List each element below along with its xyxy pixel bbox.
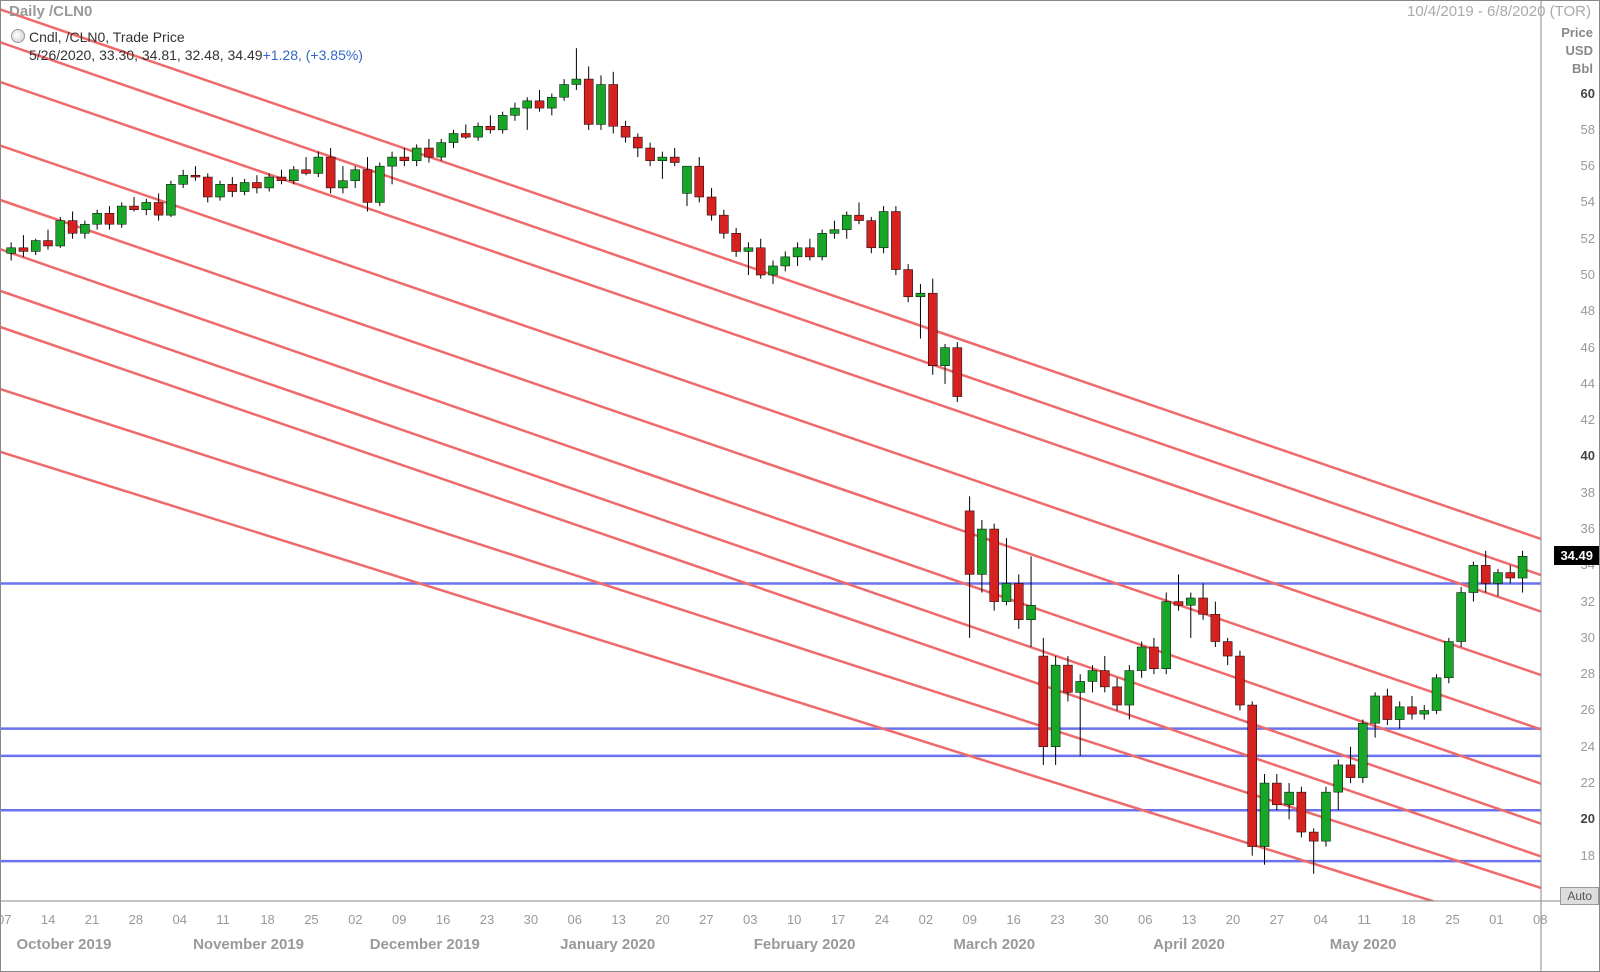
x-day-label: 06 [1138, 912, 1152, 927]
y-tick-label: 44 [1581, 376, 1595, 391]
y-tick-label: 36 [1581, 521, 1595, 536]
y-tick-label: 60 [1581, 86, 1595, 101]
y-tick-label: 40 [1581, 448, 1595, 463]
x-day-label: 14 [41, 912, 55, 927]
legend-series: Cndl, /CLN0, Trade Price [29, 29, 185, 45]
x-day-label: 16 [1006, 912, 1020, 927]
x-day-label: 24 [875, 912, 889, 927]
y-tick-label: 24 [1581, 739, 1595, 754]
x-day-label: 16 [436, 912, 450, 927]
x-day-label: 06 [568, 912, 582, 927]
x-day-label: 23 [480, 912, 494, 927]
y-axis-header-price: Price [1561, 25, 1593, 40]
x-day-label: 17 [831, 912, 845, 927]
y-tick-label: 48 [1581, 303, 1595, 318]
x-month-label: October 2019 [16, 936, 111, 953]
y-tick-label: 56 [1581, 158, 1595, 173]
auto-scale-button[interactable]: Auto [1560, 887, 1599, 905]
x-day-label: 01 [1489, 912, 1503, 927]
x-day-label: 04 [173, 912, 187, 927]
x-day-label: 25 [1445, 912, 1459, 927]
chart-title: Daily /CLN0 [9, 3, 92, 20]
x-month-label: April 2020 [1153, 936, 1225, 953]
y-tick-label: 38 [1581, 485, 1595, 500]
y-axis-header-unit: USD [1566, 43, 1593, 58]
x-day-label: 18 [1401, 912, 1415, 927]
x-day-label: 30 [1094, 912, 1108, 927]
x-day-label: 11 [216, 912, 230, 927]
y-axis-header-bbl: Bbl [1572, 61, 1593, 76]
y-tick-label: 52 [1581, 231, 1595, 246]
y-tick-label: 42 [1581, 412, 1595, 427]
x-day-label: 02 [919, 912, 933, 927]
x-day-label: 30 [524, 912, 538, 927]
y-tick-label: 26 [1581, 702, 1595, 717]
x-day-label: 21 [85, 912, 99, 927]
x-day-label: 03 [743, 912, 757, 927]
chart-svg[interactable] [1, 1, 1600, 972]
chart-date-range: 10/4/2019 - 6/8/2020 (TOR) [1407, 3, 1591, 20]
legend-values: 33.30, 34.81, 32.48, 34.49 [99, 47, 262, 63]
x-day-label: 13 [611, 912, 625, 927]
legend-marker-icon [11, 29, 25, 43]
x-month-label: March 2020 [953, 936, 1035, 953]
x-day-label: 09 [962, 912, 976, 927]
x-day-label: 25 [304, 912, 318, 927]
legend-change: +1.28, (+3.85%) [263, 47, 363, 63]
current-price-badge: 34.49 [1554, 546, 1599, 565]
x-day-label: 02 [348, 912, 362, 927]
x-day-label: 20 [1226, 912, 1240, 927]
x-day-label: 10 [787, 912, 801, 927]
x-day-label: 27 [1270, 912, 1284, 927]
x-day-label: 08 [1533, 912, 1547, 927]
x-day-label: 28 [129, 912, 143, 927]
y-tick-label: 46 [1581, 340, 1595, 355]
y-tick-label: 58 [1581, 122, 1595, 137]
y-tick-label: 32 [1581, 594, 1595, 609]
y-tick-label: 50 [1581, 267, 1595, 282]
y-tick-label: 22 [1581, 775, 1595, 790]
x-day-label: 18 [260, 912, 274, 927]
chart-container: Daily /CLN0 10/4/2019 - 6/8/2020 (TOR) C… [0, 0, 1600, 972]
x-month-label: December 2019 [370, 936, 480, 953]
x-day-label: 04 [1314, 912, 1328, 927]
x-month-label: February 2020 [754, 936, 856, 953]
y-tick-label: 54 [1581, 194, 1595, 209]
x-day-label: 20 [655, 912, 669, 927]
x-month-label: January 2020 [560, 936, 655, 953]
x-month-label: May 2020 [1330, 936, 1397, 953]
x-month-label: November 2019 [193, 936, 304, 953]
x-day-label: 13 [1182, 912, 1196, 927]
legend-date: 5/26/2020 [29, 47, 91, 63]
x-day-label: 07 [0, 912, 11, 927]
y-tick-label: 18 [1581, 848, 1595, 863]
y-tick-label: 20 [1581, 811, 1595, 826]
x-day-label: 27 [699, 912, 713, 927]
x-day-label: 23 [1050, 912, 1064, 927]
x-day-label: 11 [1357, 912, 1371, 927]
legend-ohlc: 5/26/2020, 33.30, 34.81, 32.48, 34.49+1.… [29, 47, 363, 63]
x-day-label: 09 [392, 912, 406, 927]
y-tick-label: 30 [1581, 630, 1595, 645]
y-tick-label: 28 [1581, 666, 1595, 681]
